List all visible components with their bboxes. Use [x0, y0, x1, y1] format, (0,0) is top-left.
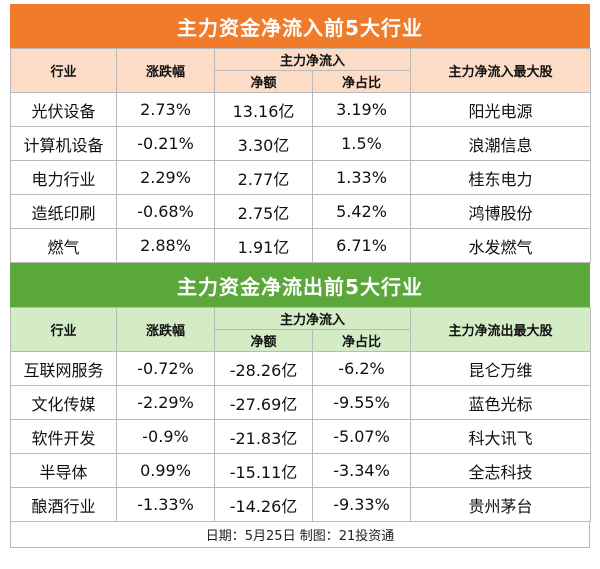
report-card: 主力资金净流入前5大行业 行业 涨跌幅 主力净流入 主力净流入最大股 净额 净占…: [10, 4, 592, 548]
ratio-cell: -9.33%: [311, 487, 412, 522]
table-row: 造纸印刷 -0.68% 2.75亿 5.42% 鸿博股份: [10, 194, 592, 229]
amount-cell: 13.16亿: [214, 92, 313, 127]
ratio-cell: 1.33%: [311, 160, 412, 195]
outflow-header-net-amount: 净额: [214, 329, 313, 352]
industry-cell: 酿酒行业: [10, 487, 117, 522]
inflow-header-net-amount: 净额: [214, 70, 313, 93]
change-cell: -1.33%: [116, 487, 215, 522]
amount-cell: 3.30亿: [214, 126, 313, 161]
inflow-header-industry: 行业: [10, 48, 117, 93]
inflow-header-net-ratio: 净占比: [311, 70, 412, 93]
ratio-cell: -3.34%: [311, 453, 412, 488]
outflow-title: 主力资金净流出前5大行业: [10, 263, 590, 307]
table-row: 半导体 0.99% -15.11亿 -3.34% 全志科技: [10, 453, 592, 488]
ratio-cell: 1.5%: [311, 126, 412, 161]
ratio-cell: -6.2%: [311, 351, 412, 386]
stock-cell: 水发燃气: [410, 228, 592, 263]
outflow-table: 行业 涨跌幅 主力净流入 主力净流出最大股 净额 净占比 互联网服务 -0.72…: [10, 307, 592, 522]
ratio-cell: 3.19%: [311, 92, 412, 127]
outflow-header-change: 涨跌幅: [116, 307, 215, 352]
amount-cell: -27.69亿: [214, 385, 313, 420]
table-row: 计算机设备 -0.21% 3.30亿 1.5% 浪潮信息: [10, 126, 592, 161]
table-row: 燃气 2.88% 1.91亿 6.71% 水发燃气: [10, 228, 592, 263]
table-row: 文化传媒 -2.29% -27.69亿 -9.55% 蓝色光标: [10, 385, 592, 420]
table-row: 软件开发 -0.9% -21.83亿 -5.07% 科大讯飞: [10, 419, 592, 454]
table-row: 光伏设备 2.73% 13.16亿 3.19% 阳光电源: [10, 92, 592, 127]
amount-cell: -21.83亿: [214, 419, 313, 454]
industry-cell: 计算机设备: [10, 126, 117, 161]
industry-cell: 半导体: [10, 453, 117, 488]
change-cell: -0.9%: [116, 419, 215, 454]
amount-cell: 1.91亿: [214, 228, 313, 263]
inflow-table: 行业 涨跌幅 主力净流入 主力净流入最大股 净额 净占比 光伏设备 2.73% …: [10, 48, 592, 263]
amount-cell: 2.77亿: [214, 160, 313, 195]
industry-cell: 电力行业: [10, 160, 117, 195]
ratio-cell: 5.42%: [311, 194, 412, 229]
stock-cell: 全志科技: [410, 453, 592, 488]
ratio-cell: 6.71%: [311, 228, 412, 263]
inflow-title: 主力资金净流入前5大行业: [10, 4, 590, 48]
stock-cell: 桂东电力: [410, 160, 592, 195]
change-cell: 0.99%: [116, 453, 215, 488]
stock-cell: 鸿博股份: [410, 194, 592, 229]
stock-cell: 蓝色光标: [410, 385, 592, 420]
stock-cell: 阳光电源: [410, 92, 592, 127]
industry-cell: 燃气: [10, 228, 117, 263]
amount-cell: 2.75亿: [214, 194, 313, 229]
stock-cell: 昆仑万维: [410, 351, 592, 386]
stock-cell: 科大讯飞: [410, 419, 592, 454]
table-row: 电力行业 2.29% 2.77亿 1.33% 桂东电力: [10, 160, 592, 195]
change-cell: 2.29%: [116, 160, 215, 195]
table-row: 酿酒行业 -1.33% -14.26亿 -9.33% 贵州茅台: [10, 487, 592, 522]
industry-cell: 文化传媒: [10, 385, 117, 420]
change-cell: -2.29%: [116, 385, 215, 420]
outflow-header-net-group: 主力净流入: [213, 307, 412, 330]
outflow-header-top-stock: 主力净流出最大股: [410, 307, 592, 352]
change-cell: 2.88%: [116, 228, 215, 263]
ratio-cell: -5.07%: [311, 419, 412, 454]
ratio-cell: -9.55%: [311, 385, 412, 420]
amount-cell: -14.26亿: [214, 487, 313, 522]
amount-cell: -28.26亿: [214, 351, 313, 386]
amount-cell: -15.11亿: [214, 453, 313, 488]
stock-cell: 浪潮信息: [410, 126, 592, 161]
change-cell: -0.72%: [116, 351, 215, 386]
change-cell: -0.68%: [116, 194, 215, 229]
table-row: 互联网服务 -0.72% -28.26亿 -6.2% 昆仑万维: [10, 351, 592, 386]
inflow-header-net-group: 主力净流入: [213, 48, 412, 71]
outflow-header-industry: 行业: [10, 307, 117, 352]
footer-caption: 日期：5月25日 制图：21投资通: [10, 522, 590, 548]
industry-cell: 软件开发: [10, 419, 117, 454]
industry-cell: 互联网服务: [10, 351, 117, 386]
change-cell: 2.73%: [116, 92, 215, 127]
inflow-header-change: 涨跌幅: [116, 48, 215, 93]
inflow-header-top-stock: 主力净流入最大股: [410, 48, 592, 93]
industry-cell: 光伏设备: [10, 92, 117, 127]
outflow-header-net-ratio: 净占比: [311, 329, 412, 352]
change-cell: -0.21%: [116, 126, 215, 161]
stock-cell: 贵州茅台: [410, 487, 592, 522]
industry-cell: 造纸印刷: [10, 194, 117, 229]
